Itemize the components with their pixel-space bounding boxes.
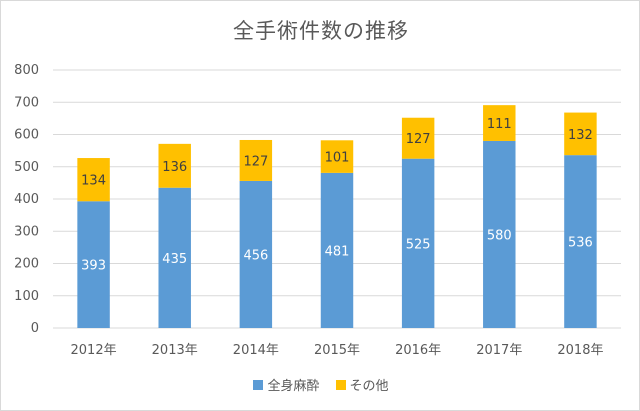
- data-label: 481: [325, 244, 350, 259]
- x-tick-label: 2013年: [152, 343, 198, 358]
- bar-segment: [483, 105, 516, 141]
- legend-label: 全身麻酔: [267, 379, 320, 394]
- data-labels: 393 134 435 136 456 127 481 101 525 127 580 111 536 1…: [81, 117, 593, 274]
- bar-segment: [320, 172, 354, 328]
- x-tick-label: 2016年: [395, 343, 441, 358]
- bar-segment: [320, 140, 354, 173]
- bar-segment: [77, 201, 110, 328]
- legend-swatch: [253, 379, 264, 390]
- x-tick-label: 2018年: [557, 343, 603, 358]
- legend-item: その他: [335, 375, 389, 394]
- bar-segment: [483, 140, 516, 328]
- y-tick-label: 0: [31, 321, 39, 336]
- bar-segment: [564, 155, 597, 328]
- data-label: 127: [406, 132, 431, 147]
- y-tick-label: 500: [14, 160, 39, 175]
- data-label: 525: [406, 237, 431, 252]
- bar-segment: [158, 143, 191, 188]
- x-tick-label: 2015年: [314, 343, 360, 358]
- y-tick-label: 700: [14, 95, 39, 110]
- x-tick-label: 2017年: [476, 343, 522, 358]
- y-tick-label: 600: [14, 128, 39, 143]
- x-tick-label: 2014年: [233, 343, 279, 358]
- data-label: 136: [162, 160, 187, 175]
- bar-segment: [564, 112, 597, 156]
- bar-segment: [158, 187, 191, 328]
- legend: 全身麻酔 その他: [1, 375, 640, 394]
- bar-segment: [77, 158, 110, 202]
- bar-segment: [401, 117, 435, 159]
- data-label: 134: [81, 174, 106, 189]
- data-label: 580: [487, 228, 512, 243]
- data-label: 111: [487, 117, 512, 132]
- axes: 0 100 200 300 400 500 600 700 800 2012年 2013年 2014年…: [14, 63, 603, 358]
- data-label: 435: [162, 252, 187, 267]
- data-label: 393: [81, 259, 106, 274]
- bar-segment: [239, 139, 273, 181]
- data-label: 101: [325, 151, 350, 166]
- y-tick-label: 300: [14, 224, 39, 239]
- y-tick-label: 200: [14, 257, 39, 272]
- y-tick-label: 800: [14, 63, 39, 78]
- data-label: 127: [243, 154, 268, 169]
- data-label: 132: [568, 128, 593, 143]
- y-tick-label: 100: [14, 289, 39, 304]
- data-label: 536: [568, 236, 593, 251]
- bar-segment: [401, 158, 435, 328]
- chart-title: 全手術件数の推移: [233, 19, 409, 43]
- legend-label: その他: [349, 379, 389, 394]
- y-tick-label: 400: [14, 192, 39, 207]
- data-label: 456: [243, 248, 268, 263]
- bar-segment: [239, 180, 273, 328]
- legend-item: 全身麻酔: [253, 375, 320, 394]
- x-tick-label: 2012年: [71, 343, 117, 358]
- legend-swatch: [335, 379, 346, 390]
- bars: [77, 105, 597, 328]
